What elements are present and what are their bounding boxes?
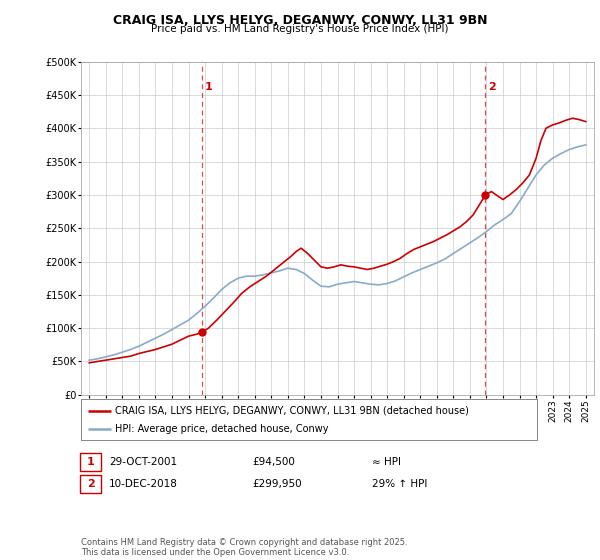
Text: ≈ HPI: ≈ HPI — [372, 457, 401, 467]
Text: CRAIG ISA, LLYS HELYG, DEGANWY, CONWY, LL31 9BN: CRAIG ISA, LLYS HELYG, DEGANWY, CONWY, L… — [113, 14, 487, 27]
Text: HPI: Average price, detached house, Conwy: HPI: Average price, detached house, Conw… — [115, 424, 329, 434]
Text: £299,950: £299,950 — [252, 479, 302, 489]
Text: £94,500: £94,500 — [252, 457, 295, 467]
Text: 10-DEC-2018: 10-DEC-2018 — [109, 479, 178, 489]
Text: CRAIG ISA, LLYS HELYG, DEGANWY, CONWY, LL31 9BN (detached house): CRAIG ISA, LLYS HELYG, DEGANWY, CONWY, L… — [115, 405, 469, 416]
Text: Price paid vs. HM Land Registry's House Price Index (HPI): Price paid vs. HM Land Registry's House … — [151, 24, 449, 34]
Text: 1: 1 — [205, 82, 212, 92]
Text: 1: 1 — [87, 457, 94, 467]
Text: 2: 2 — [488, 82, 496, 92]
Text: 2: 2 — [87, 479, 94, 489]
Text: 29% ↑ HPI: 29% ↑ HPI — [372, 479, 427, 489]
Text: 29-OCT-2001: 29-OCT-2001 — [109, 457, 178, 467]
Text: Contains HM Land Registry data © Crown copyright and database right 2025.
This d: Contains HM Land Registry data © Crown c… — [81, 538, 407, 557]
